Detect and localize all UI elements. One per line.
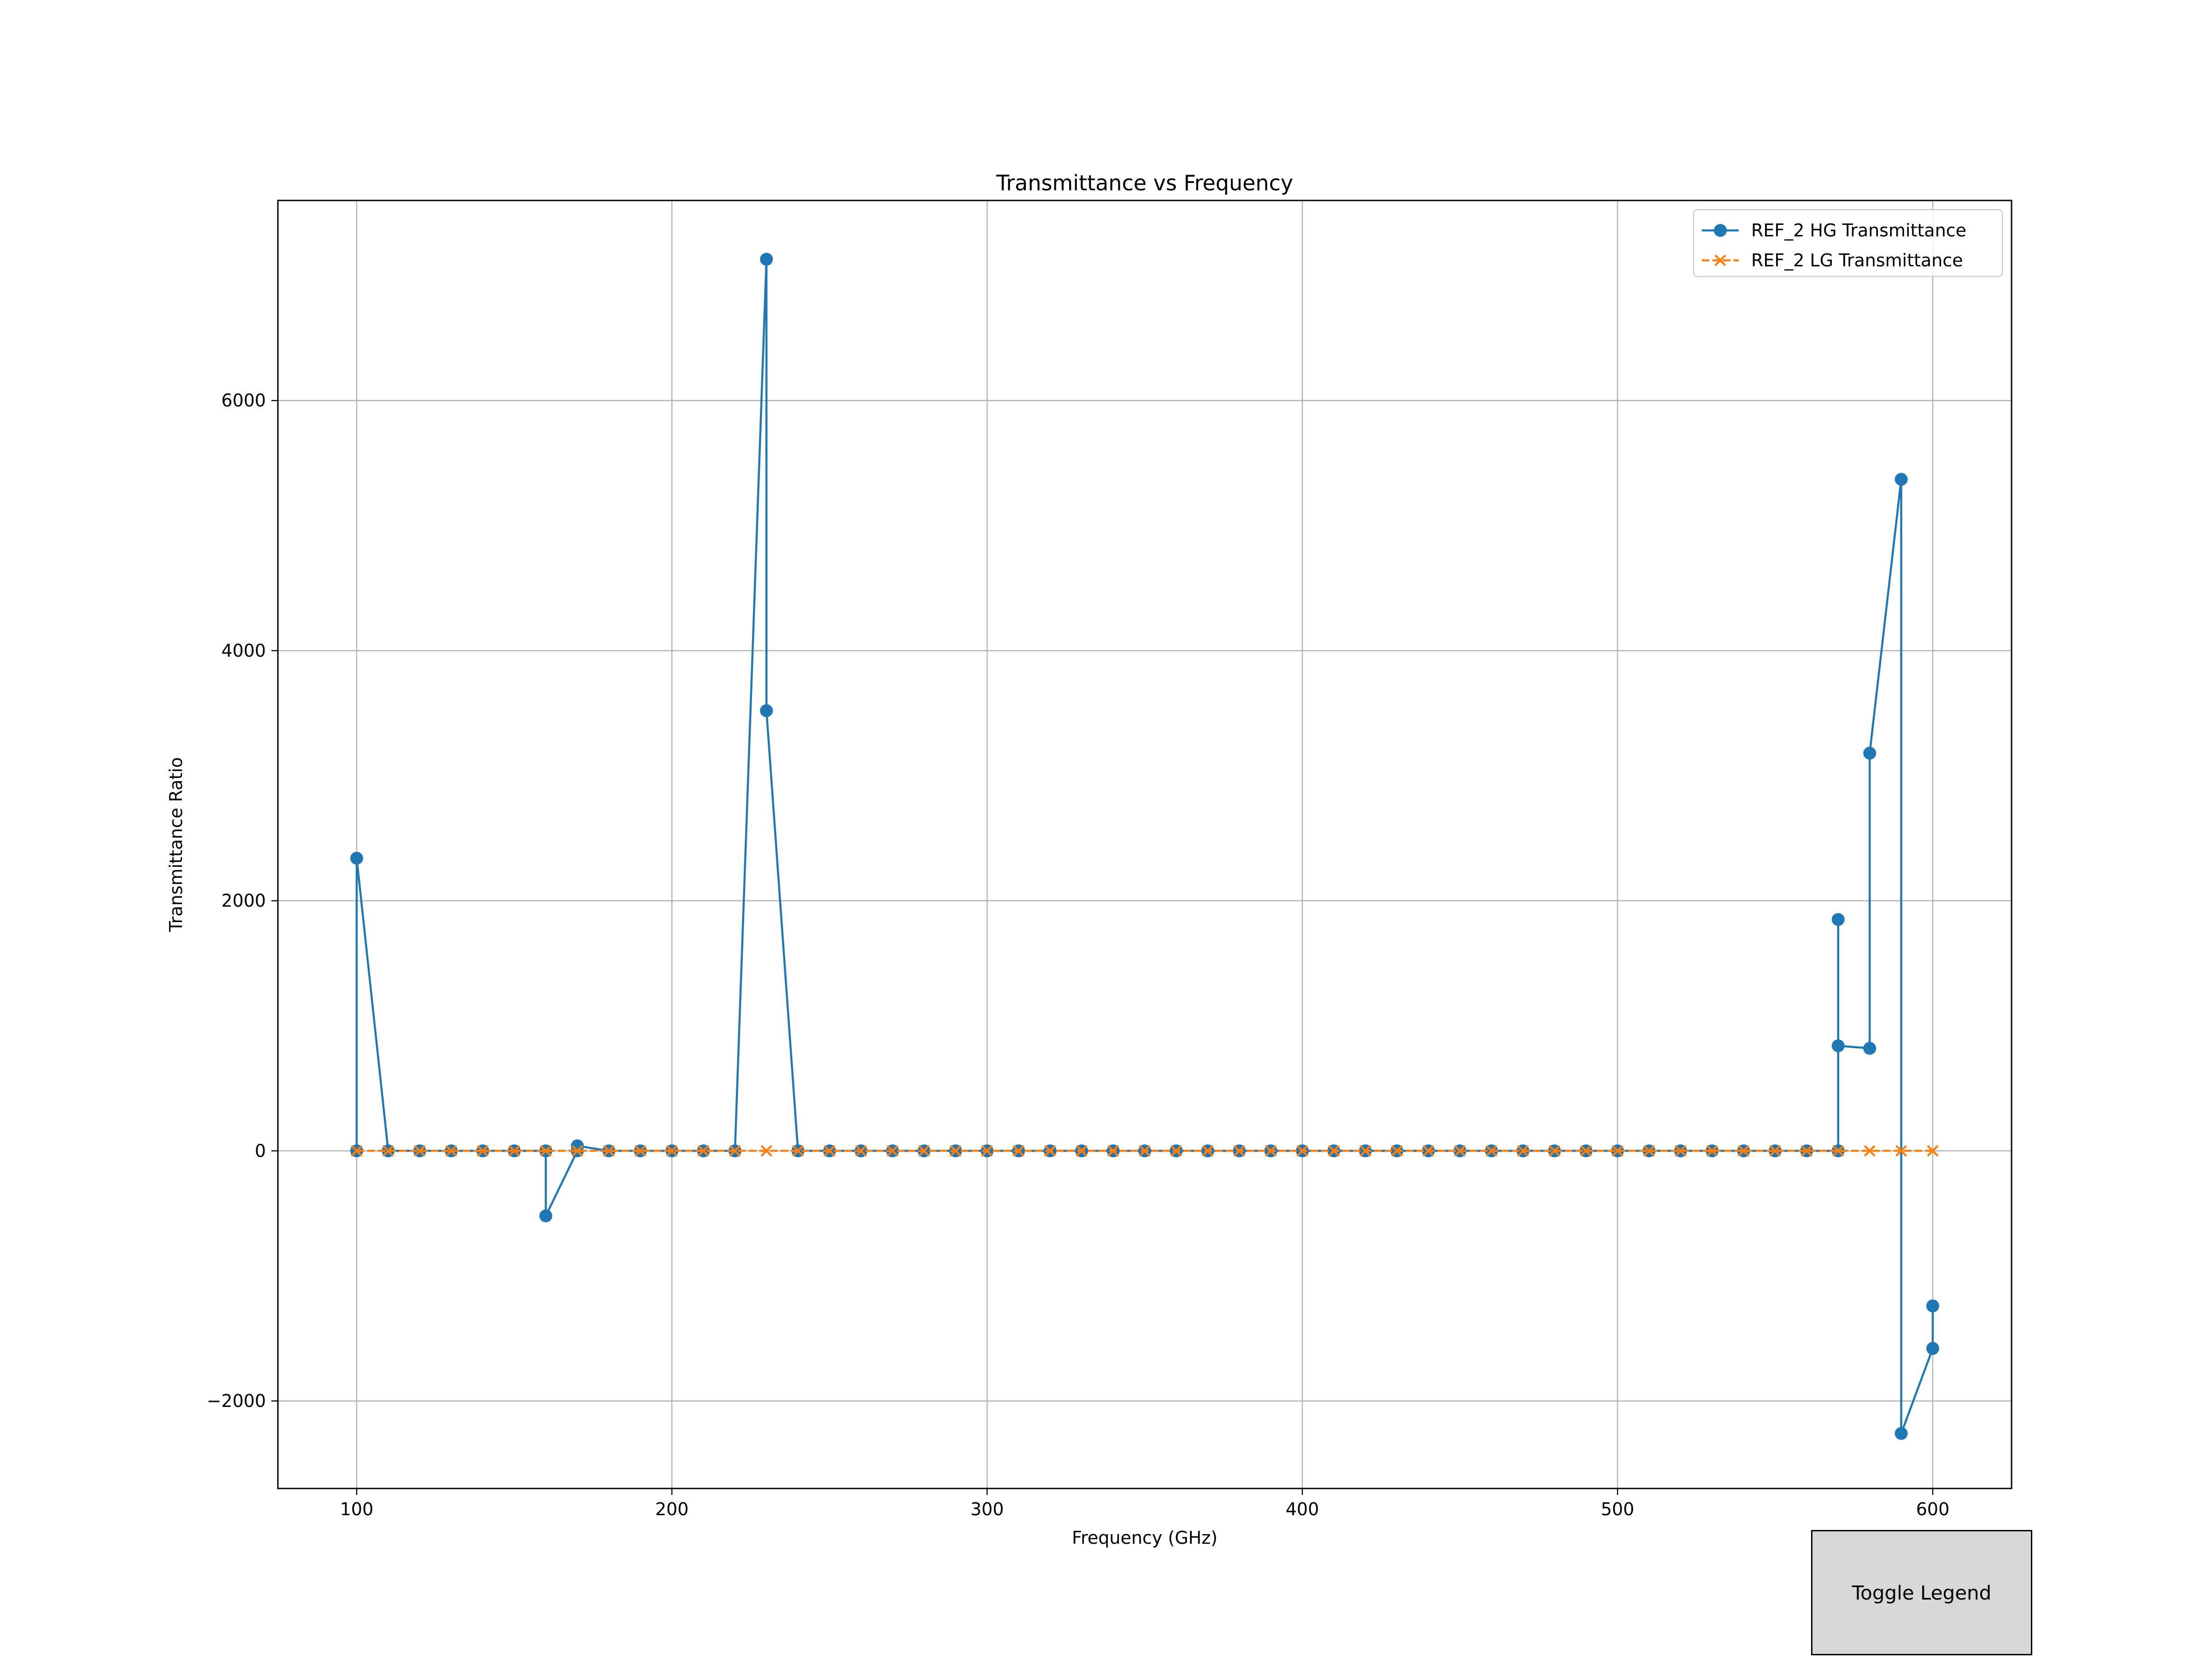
lg-data-point (1864, 1145, 1876, 1157)
lg-data-point (950, 1145, 962, 1157)
lg-data-point (729, 1145, 741, 1157)
lg-data-point (1391, 1145, 1403, 1157)
y-tick-label: −2000 (206, 1391, 266, 1411)
axes-frame (277, 200, 2012, 1489)
lg-data-point (1706, 1145, 1718, 1157)
lg-data-point (1675, 1145, 1687, 1157)
lg-data-point (414, 1145, 426, 1157)
lg-data-point (1359, 1145, 1371, 1157)
lg-data-point (1233, 1145, 1245, 1157)
lg-data-point (1423, 1145, 1435, 1157)
legend-marker (1714, 224, 1727, 237)
y-tick-label: 6000 (221, 390, 266, 411)
lg-data-point (508, 1145, 520, 1157)
lg-data-point (1800, 1145, 1812, 1157)
toggle-legend-button[interactable]: Toggle Legend (1811, 1530, 2032, 1655)
hg-data-point (760, 253, 773, 266)
lg-data-point (1202, 1145, 1214, 1157)
lg-data-point (1044, 1145, 1056, 1157)
hg-data-point (1831, 913, 1845, 926)
lg-data-point (1832, 1145, 1844, 1157)
lg-data-point (1643, 1145, 1655, 1157)
lg-data-point (1895, 1145, 1907, 1157)
hg-data-point (1863, 747, 1877, 760)
lg-data-point (981, 1145, 993, 1157)
lg-data-point (1738, 1145, 1750, 1157)
lg-data-point (351, 1145, 363, 1157)
lg-data-point (1107, 1145, 1119, 1157)
x-tick-label: 500 (1601, 1499, 1635, 1519)
lg-data-point (445, 1145, 457, 1157)
lg-data-point (824, 1145, 835, 1157)
x-tick-label: 200 (655, 1499, 689, 1519)
legend-box (1693, 209, 2003, 277)
series-lg (351, 1145, 1939, 1157)
lg-data-point (540, 1145, 552, 1157)
lg-data-point (1012, 1145, 1024, 1157)
lg-data-point (1139, 1145, 1151, 1157)
lg-data-point (1296, 1145, 1308, 1157)
hg-data-point (1831, 1039, 1845, 1053)
hg-data-point (1863, 1041, 1877, 1055)
hg-data-point (1894, 473, 1908, 486)
x-tick-label: 300 (971, 1499, 1004, 1519)
lg-data-point (603, 1145, 615, 1157)
lg-data-point (918, 1145, 930, 1157)
lg-data-point (1612, 1145, 1624, 1157)
chart-title: Transmittance vs Frequency (996, 171, 1293, 195)
lg-data-point (571, 1145, 583, 1157)
hg-data-point (760, 704, 773, 718)
lg-data-point (697, 1145, 709, 1157)
series-hg (350, 253, 1939, 1440)
lg-data-point (1927, 1145, 1939, 1157)
lg-data-point (1517, 1145, 1529, 1157)
x-tick-label: 100 (340, 1499, 374, 1519)
y-tick-label: 2000 (221, 891, 266, 911)
lg-data-point (1485, 1145, 1497, 1157)
lg-data-point (382, 1145, 394, 1157)
x-axis-label: Frequency (GHz) (1072, 1528, 1218, 1548)
lg-data-point (635, 1145, 647, 1157)
y-tick-label: 0 (255, 1141, 266, 1161)
x-tick-label: 400 (1286, 1499, 1319, 1519)
series-layer (350, 253, 1939, 1440)
y-tick-label: 4000 (221, 641, 266, 661)
lg-data-point (1076, 1145, 1088, 1157)
hg-data-point (1894, 1427, 1908, 1440)
lg-data-point (792, 1145, 804, 1157)
hg-data-point (1926, 1342, 1939, 1355)
legend-label: REF_2 LG Transmittance (1751, 250, 1963, 271)
hg-data-point (350, 852, 363, 865)
hg-data-point (539, 1209, 553, 1223)
grid (278, 200, 2012, 1488)
lg-data-point (666, 1145, 678, 1157)
legend-marker (1714, 254, 1726, 266)
lg-data-point (1548, 1145, 1560, 1157)
lg-data-point (1265, 1145, 1277, 1157)
lg-data-point (1580, 1145, 1592, 1157)
lg-data-point (760, 1145, 772, 1157)
lg-data-point (1454, 1145, 1466, 1157)
legend-label: REF_2 HG Transmittance (1751, 220, 1966, 241)
series-hg-line (355, 258, 1934, 1435)
y-axis-label: Transmittance Ratio (166, 757, 186, 932)
lg-data-point (477, 1145, 489, 1157)
lg-data-point (855, 1145, 867, 1157)
lg-data-point (887, 1145, 899, 1157)
ticks: 100 200 300 400 500 600 −2000 0 2000 4000 6000 (206, 390, 1949, 1519)
x-tick-label: 600 (1916, 1499, 1950, 1519)
lg-data-point (1328, 1145, 1340, 1157)
hg-data-point (1926, 1299, 1939, 1312)
legend: REF_2 HG Transmittance REF_2 LG Transmitt… (1693, 209, 2003, 277)
lg-data-point (1769, 1145, 1781, 1157)
lg-data-point (1170, 1145, 1182, 1157)
